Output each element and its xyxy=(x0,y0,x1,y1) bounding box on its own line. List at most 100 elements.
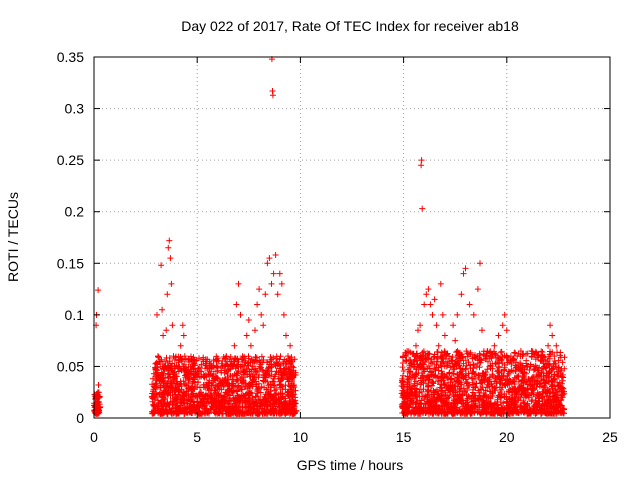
data-point xyxy=(495,373,502,380)
data-point xyxy=(210,400,217,407)
data-point xyxy=(247,359,254,366)
data-point xyxy=(170,353,177,360)
data-point xyxy=(558,380,565,387)
data-point xyxy=(418,407,425,414)
data-point xyxy=(158,262,165,269)
data-point xyxy=(400,402,407,409)
data-point xyxy=(285,376,291,382)
data-point xyxy=(256,286,263,293)
data-point xyxy=(434,358,441,365)
data-point xyxy=(439,311,446,318)
data-point xyxy=(181,353,188,360)
data-point xyxy=(483,410,490,417)
data-point xyxy=(424,354,431,361)
data-point xyxy=(257,389,264,396)
data-point xyxy=(219,358,226,364)
data-point xyxy=(549,383,556,390)
data-point xyxy=(177,395,184,401)
data-point xyxy=(411,382,418,389)
data-point xyxy=(224,390,231,397)
data-point xyxy=(458,400,465,407)
data-point xyxy=(407,368,414,375)
y-tick-label: 0.15 xyxy=(57,255,84,271)
data-point xyxy=(210,364,217,371)
data-point xyxy=(515,378,522,385)
data-point xyxy=(290,374,297,381)
data-point xyxy=(475,395,482,402)
data-point xyxy=(487,363,494,370)
data-point xyxy=(502,382,509,389)
data-point xyxy=(432,399,439,406)
data-point xyxy=(463,362,470,369)
data-point xyxy=(92,402,98,409)
data-point xyxy=(495,354,502,361)
data-point xyxy=(528,354,535,360)
data-point xyxy=(185,364,192,370)
data-point xyxy=(559,359,566,366)
data-point xyxy=(506,396,513,402)
data-point xyxy=(440,352,446,359)
data-point xyxy=(429,311,436,318)
data-point xyxy=(233,396,240,403)
data-point xyxy=(478,376,485,383)
data-point xyxy=(482,355,489,362)
data-point xyxy=(547,351,554,358)
data-point xyxy=(185,377,192,384)
data-point xyxy=(427,402,434,409)
data-point xyxy=(285,366,292,373)
data-point xyxy=(165,244,172,251)
data-point xyxy=(214,363,221,370)
data-point xyxy=(215,382,222,389)
data-point xyxy=(551,407,558,414)
data-point xyxy=(233,378,240,385)
data-point xyxy=(472,392,479,399)
data-point xyxy=(261,384,268,391)
data-point xyxy=(183,373,190,380)
data-point xyxy=(533,409,540,416)
data-point xyxy=(450,363,457,370)
data-point xyxy=(234,355,241,362)
data-point xyxy=(179,407,186,414)
data-point xyxy=(480,410,486,417)
data-point xyxy=(495,332,502,339)
data-point xyxy=(155,353,161,360)
data-point xyxy=(467,351,474,358)
data-point xyxy=(164,291,171,298)
data-point xyxy=(400,372,406,379)
data-point xyxy=(507,404,514,411)
data-point xyxy=(438,384,444,391)
data-point xyxy=(235,370,241,377)
data-point xyxy=(180,378,187,385)
data-point xyxy=(248,379,255,386)
data-point xyxy=(484,366,491,373)
data-point xyxy=(424,392,431,399)
data-point xyxy=(536,364,543,371)
data-point xyxy=(462,265,469,272)
data-point xyxy=(161,388,168,395)
data-point xyxy=(160,332,167,339)
data-point xyxy=(167,255,174,262)
data-point xyxy=(492,360,499,367)
x-tick-label: 15 xyxy=(396,429,412,445)
data-point xyxy=(260,322,267,329)
data-point xyxy=(219,378,225,385)
data-point xyxy=(528,398,535,405)
data-point xyxy=(545,397,551,404)
data-point xyxy=(550,376,557,383)
data-point xyxy=(532,348,539,355)
data-point xyxy=(457,355,464,362)
data-point xyxy=(221,393,228,400)
data-point xyxy=(217,399,224,406)
x-tick-label: 10 xyxy=(293,429,309,445)
data-point xyxy=(515,372,522,379)
data-point xyxy=(403,358,410,365)
data-point xyxy=(247,342,254,349)
data-point xyxy=(442,399,449,406)
data-point xyxy=(276,397,282,403)
data-point xyxy=(185,384,192,391)
data-point xyxy=(457,365,464,372)
data-point xyxy=(157,398,164,405)
data-point xyxy=(236,410,243,417)
data-point xyxy=(535,352,542,358)
data-point xyxy=(228,358,235,365)
